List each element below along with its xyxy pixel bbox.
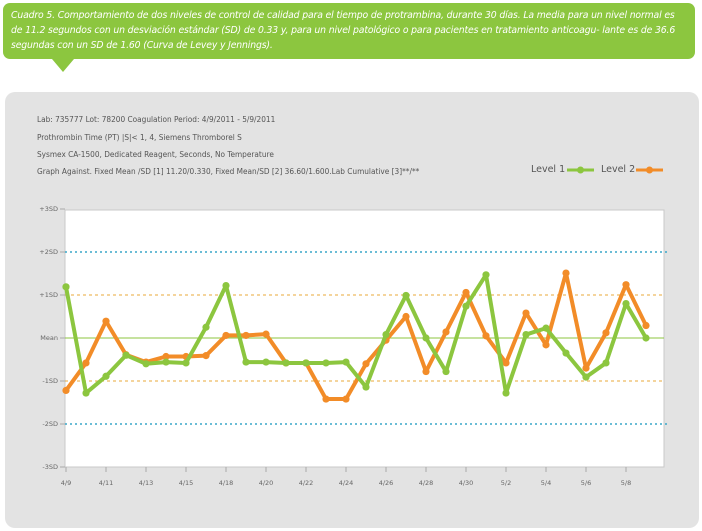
x-tick-label: 4/9: [61, 479, 71, 487]
y-tick-label: -3SD: [42, 463, 58, 471]
data-point-level-2: [402, 312, 410, 321]
data-point-level-1: [102, 372, 110, 380]
data-point-level-2: [62, 386, 70, 395]
data-point-level-1: [422, 334, 430, 342]
data-point-level-1: [362, 383, 370, 391]
data-point-level-2: [242, 331, 250, 340]
x-tick-label: 5/2: [501, 479, 511, 487]
x-tick-label: 4/24: [339, 479, 354, 487]
data-point-level-1: [602, 359, 610, 367]
x-tick-label: 4/26: [379, 479, 394, 487]
data-point-level-2: [462, 288, 470, 297]
y-tick-label: -2SD: [42, 420, 58, 428]
data-point-level-2: [522, 309, 530, 317]
data-point-level-2: [262, 330, 270, 338]
data-point-level-1: [622, 300, 630, 308]
legend-marker-level-2: [646, 166, 653, 174]
header-line-graph-against: Graph Against. Fixed Mean /SD [1] 11.20/…: [37, 166, 420, 176]
data-point-level-1: [82, 389, 90, 397]
data-point-level-1: [402, 291, 410, 300]
header-line-instrument: Sysmex CA-1500, Dedicated Reagent, Secon…: [37, 149, 274, 159]
data-point-level-2: [162, 352, 170, 361]
data-point-level-1: [242, 358, 250, 366]
header-line-test: Prothrombin Time (PT) |S|< 1, 4, Siemens…: [37, 132, 242, 142]
x-tick-label: 4/18: [219, 479, 234, 487]
data-point-level-2: [602, 329, 610, 337]
data-point-level-1: [202, 323, 210, 331]
x-tick-label: 4/28: [419, 479, 434, 487]
y-tick-label: -1SD: [42, 377, 58, 385]
x-tick-label: 5/6: [581, 479, 591, 487]
data-point-level-2: [102, 317, 110, 325]
data-point-level-1: [382, 330, 390, 339]
data-point-level-1: [482, 271, 490, 279]
data-point-level-2: [642, 321, 650, 330]
data-point-level-2: [362, 360, 370, 368]
data-point-level-1: [342, 358, 350, 366]
data-point-level-1: [282, 359, 290, 367]
x-tick-label: 4/15: [179, 479, 194, 487]
data-point-level-1: [322, 359, 330, 367]
data-point-level-1: [222, 281, 230, 290]
data-point-level-2: [622, 281, 630, 289]
caption-text: Cuadro 5. Comportamiento de dos niveles …: [11, 10, 676, 51]
data-point-level-1: [302, 359, 310, 367]
data-point-level-2: [422, 367, 430, 376]
data-point-level-1: [262, 358, 270, 366]
data-point-level-1: [462, 302, 470, 310]
data-point-level-1: [122, 351, 130, 359]
data-point-level-2: [442, 328, 450, 336]
data-point-level-2: [322, 395, 330, 403]
y-tick-label: +1SD: [39, 291, 58, 299]
x-tick-label: 4/13: [139, 479, 154, 487]
data-point-level-2: [542, 341, 550, 349]
legend-label-level-1: Level 1: [531, 164, 566, 175]
y-tick-label: +3SD: [39, 205, 58, 213]
data-point-level-1: [442, 367, 450, 376]
x-tick-label: 4/22: [299, 479, 314, 487]
data-point-level-2: [562, 269, 570, 277]
header-line-lab: Lab: 735777 Lot: 78200 Coagulation Perio…: [37, 114, 276, 124]
x-tick-label: 5/4: [541, 479, 551, 487]
legend-label-level-2: Level 2: [601, 164, 636, 175]
y-tick-label: Mean: [40, 334, 58, 342]
data-point-level-1: [502, 389, 510, 397]
legend-marker-level-1: [577, 166, 584, 174]
caption-pointer: [52, 59, 74, 72]
data-point-level-2: [202, 352, 210, 360]
data-point-level-1: [582, 373, 590, 381]
x-tick-label: 4/30: [459, 479, 474, 487]
data-point-level-1: [562, 349, 570, 357]
data-point-level-1: [642, 334, 650, 342]
data-point-level-1: [542, 324, 550, 332]
data-point-level-1: [522, 330, 530, 339]
y-tick-label: +2SD: [39, 248, 58, 256]
data-point-level-2: [222, 331, 230, 340]
data-point-level-2: [502, 359, 510, 367]
x-tick-label: 4/20: [259, 479, 274, 487]
data-point-level-2: [82, 359, 90, 367]
x-tick-label: 5/8: [621, 479, 631, 487]
data-point-level-1: [62, 283, 70, 291]
data-point-level-2: [482, 332, 490, 340]
legend-level-2: Level 2: [601, 164, 635, 175]
x-tick-label: 4/11: [99, 479, 114, 487]
data-point-level-1: [142, 360, 150, 368]
legend-level-1: Level 1: [531, 164, 565, 175]
data-point-level-2: [342, 395, 350, 403]
data-point-level-1: [162, 358, 170, 366]
data-point-level-2: [582, 364, 590, 372]
caption-banner: Cuadro 5. Comportamiento de dos niveles …: [3, 3, 695, 59]
data-point-level-1: [182, 359, 190, 367]
